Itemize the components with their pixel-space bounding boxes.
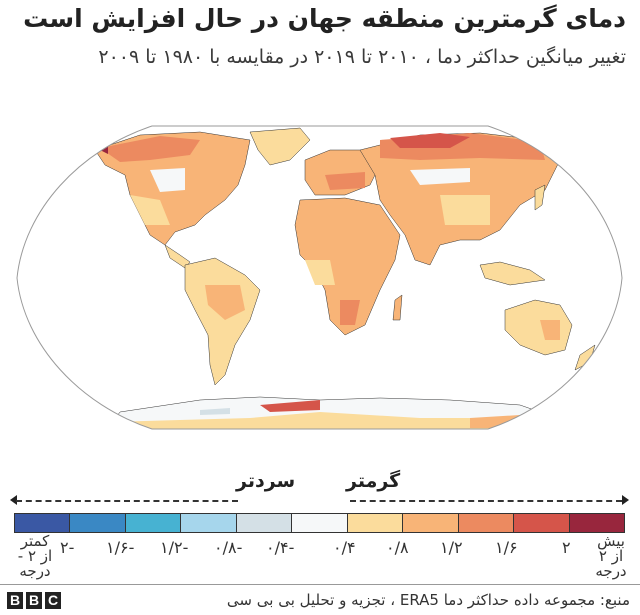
tick-label: -۰/۸ <box>214 538 243 557</box>
tick-label: ۱/۶ <box>495 538 518 557</box>
logo-letter: B <box>7 592 23 609</box>
scale-bin <box>70 514 126 532</box>
tick-label: -۰/۴ <box>266 538 295 557</box>
scale-bin <box>569 514 624 532</box>
scale-bin <box>347 514 404 532</box>
color-scale-bar <box>14 513 625 533</box>
tick-label: -۱/۲ <box>160 538 189 557</box>
tick-label: ۰/۴ <box>333 538 356 557</box>
tick-min: کمتر از ۲ - درجه <box>10 534 60 579</box>
scale-bin <box>514 514 570 532</box>
tick-max: بیش از ۲ درجه <box>586 534 636 579</box>
world-temperature-map <box>16 125 623 430</box>
scale-bin <box>236 514 293 532</box>
africa <box>294 197 401 336</box>
scale-bin <box>403 514 459 532</box>
tick-max-line: درجه <box>595 562 627 580</box>
colder-dashed-line <box>16 500 238 502</box>
tick-label: -۲ <box>60 538 75 557</box>
logo-letter: C <box>45 592 61 609</box>
tick-min-line: از ۲ - <box>17 547 53 565</box>
chart-title: دمای گرمترین منطقه جهان در حال افزایش اس… <box>23 4 626 33</box>
greenland <box>249 127 311 166</box>
tick-max-line: بیش <box>597 532 625 550</box>
tick-max-line: از ۲ <box>598 547 624 565</box>
arrow-left-icon <box>10 495 17 505</box>
scale-bin <box>292 514 348 532</box>
scale-bin <box>125 514 182 532</box>
tick-label: ۱/۲ <box>440 538 463 557</box>
chart-subtitle: تغییر میانگین حداکثر دما ، ۲۰۱۰ تا ۲۰۱۹ … <box>98 46 626 68</box>
south-america <box>184 257 261 386</box>
scale-bin <box>181 514 237 532</box>
logo-letter: B <box>26 592 42 609</box>
australia <box>504 299 573 356</box>
arrow-right-icon <box>622 495 629 505</box>
colder-label: سردتر <box>236 470 296 492</box>
tick-min-line: کمتر <box>20 532 50 550</box>
tick-min-line: درجه <box>19 562 51 580</box>
footer-divider <box>0 584 640 585</box>
warmer-label: گرمتر <box>346 470 401 492</box>
scale-bin <box>15 514 71 532</box>
source-credit: منبع: مجموعه داده حداکثر دما ERA5 ، تجزی… <box>226 591 630 609</box>
bbc-logo: B B C <box>7 592 61 609</box>
tick-label: ۰/۸ <box>386 538 409 557</box>
warmer-dashed-line <box>350 500 622 502</box>
tick-label: ۲ <box>562 538 571 557</box>
scale-bin <box>458 514 515 532</box>
tick-label: -۱/۶ <box>106 538 135 557</box>
